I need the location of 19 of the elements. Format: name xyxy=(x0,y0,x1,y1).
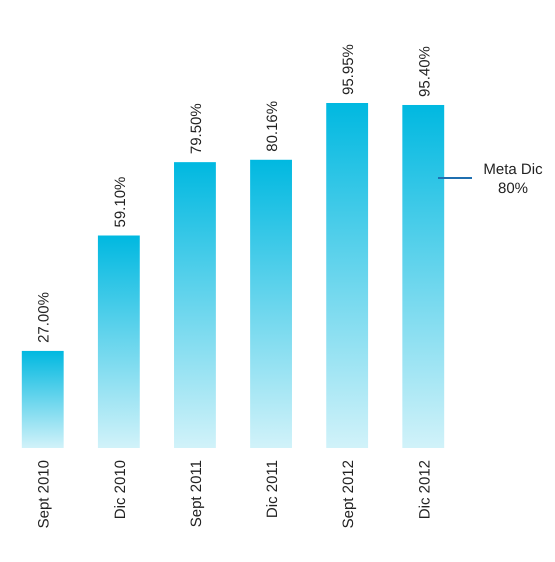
x-tick-label: Sept 2010 xyxy=(36,460,53,528)
bar xyxy=(402,104,444,448)
x-tick-label: Dic 2010 xyxy=(112,460,129,520)
x-tick-label: Dic 2012 xyxy=(416,460,434,520)
x-tick-label: Sept 2012 xyxy=(340,460,358,528)
x-tick-label: Sept 2011 xyxy=(188,460,205,528)
data-label: 59.10% xyxy=(112,176,129,228)
x-tick-label: Dic 2011 xyxy=(264,460,282,518)
bar xyxy=(174,162,216,448)
data-label: 95.40% xyxy=(416,46,434,97)
bar xyxy=(250,160,292,448)
bar xyxy=(98,236,140,448)
data-label: 27.00% xyxy=(36,292,53,343)
data-label: 79.50% xyxy=(188,103,205,154)
data-label: 80.16% xyxy=(264,100,282,152)
bar xyxy=(22,350,64,448)
bar xyxy=(326,103,368,448)
text: Meta Dic 80% xyxy=(483,161,544,197)
data-label: 95.95% xyxy=(340,44,358,95)
